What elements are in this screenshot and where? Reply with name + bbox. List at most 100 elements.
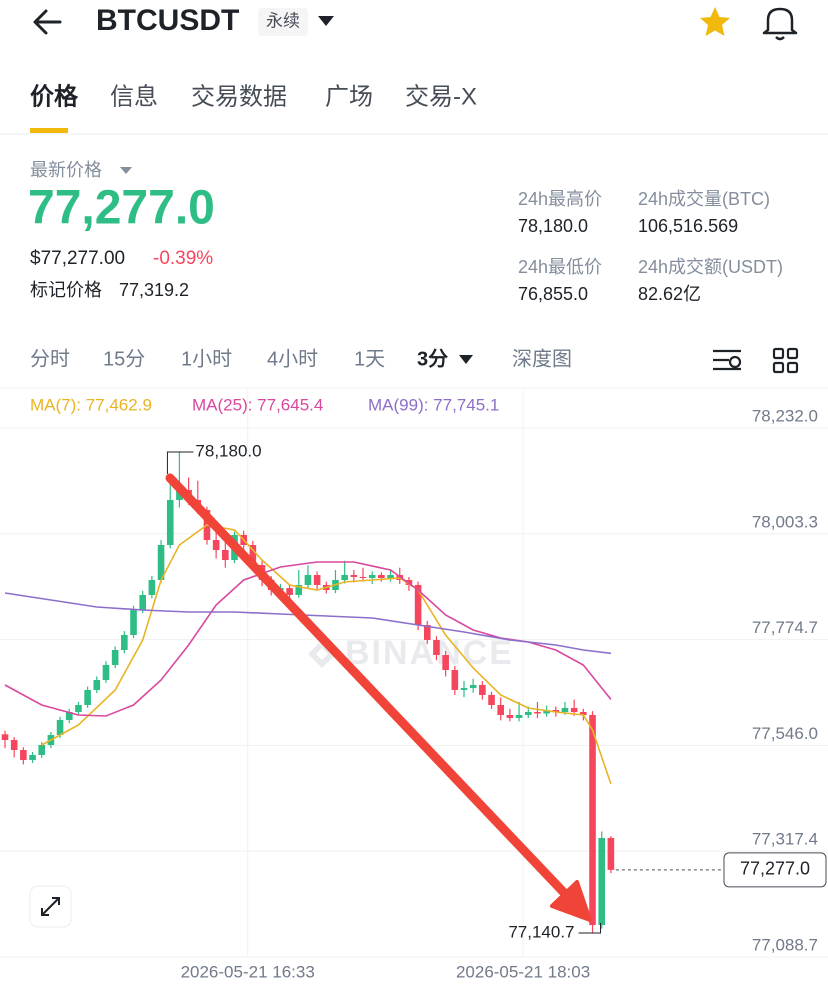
timeframe[interactable]: 4小时 [267,347,318,370]
candle-body [580,711,587,716]
stat-value: 106,516.569 [638,216,738,236]
candle-body [111,649,119,665]
candle-body [515,715,523,718]
candle-body [524,711,532,716]
x-tick-label: 2026-05-21 16:33 [181,962,315,981]
mark-price: 77,319.2 [119,280,189,300]
candle-body [442,654,449,670]
trend-arrow [165,473,592,922]
candle-body [304,574,312,585]
candle-body [65,711,73,721]
back-button[interactable] [33,9,62,35]
bell-icon [762,7,798,35]
ma-line [4,592,611,655]
tab[interactable]: 交易数据 [191,83,287,110]
candle-body [589,715,596,925]
tab[interactable]: 广场 [325,83,373,110]
legend-entry: MA(25): 77,645.4 [192,395,323,414]
favorite-star[interactable] [700,7,730,36]
candle-body [20,749,27,760]
candle-body [130,609,137,636]
stat-value: 76,855.0 [518,284,588,304]
candle-body [378,574,385,578]
timeframe[interactable]: 1小时 [181,347,232,370]
candle-body [295,584,303,595]
timeframe-dropdown[interactable] [459,355,473,364]
candle-body [313,574,321,585]
candle-body [93,679,101,690]
price-dropdown[interactable] [120,167,132,174]
candle-body [552,710,560,712]
candle-body [212,540,220,551]
y-tick-label: 78,003.3 [752,512,818,531]
last-price-tag [723,852,827,888]
layout-cell [772,361,785,374]
back-icon [33,9,62,35]
candle-body [359,576,367,578]
stat-label: 24h成交量(BTC) [638,189,770,209]
badge: 永续 [266,11,300,30]
symbol-title[interactable]: BTCUSDT [96,4,239,37]
timeframe[interactable]: 15分 [103,347,145,370]
candle-body [176,489,183,500]
candle-body [423,625,431,641]
arrow-head [550,880,592,922]
chart-settings[interactable] [713,349,742,371]
symbol-dropdown[interactable] [318,16,334,26]
candle-body [157,545,165,580]
tab[interactable]: 信息 [110,83,158,110]
candle-body [598,837,605,925]
badge-bg [258,8,308,36]
layout-cell [772,347,785,360]
stat-label: 24h成交额(USDT) [638,257,783,277]
tab[interactable]: 交易-X [405,83,477,110]
price-change: -0.39% [153,248,213,269]
candle-body [350,574,358,577]
timeframe[interactable]: 分时 [30,347,70,370]
expand-icon [41,897,60,916]
candle-body [488,694,495,706]
candle-body [10,739,18,750]
min-leader [578,922,602,934]
candle-body [166,499,174,546]
settings-icon [713,349,741,371]
timeframe[interactable]: 1天 [354,348,385,370]
expand-button[interactable] [29,885,72,928]
y-tick-label: 78,232.0 [752,406,818,425]
x-tick-label: 2026-05-21 18:03 [456,962,590,981]
stat-label: 24h最高价 [518,189,602,209]
candle-body [387,574,394,578]
candle-body [506,715,514,718]
candle-body [469,684,477,689]
timeframe[interactable]: 深度图 [512,347,572,370]
layout-toggle[interactable] [772,347,799,374]
candle-body [102,664,110,680]
candle-body [433,640,440,655]
layout-cell [786,361,799,374]
candle-body [543,710,550,714]
mark-price-label: 标记价格 [30,280,102,300]
candlestick-chart: BINANCE 78,232.0 78,003.3 77,774.7 77,546.0 7… [0,390,828,981]
tab[interactable]: 价格 [30,83,79,110]
timeframe-active[interactable]: 3分 [417,347,448,370]
candle-body [222,550,229,560]
max-label: 78,180.0 [195,442,261,461]
stat-value: 78,180.0 [518,216,588,236]
legend-entry: MA(99): 77,745.1 [368,395,499,414]
candle-body [84,689,91,706]
candle-body [607,837,615,870]
candle-body [368,574,376,578]
alert-bell[interactable] [762,7,798,41]
tab-indicator [30,128,68,133]
stat-label: 24h最低价 [518,257,602,277]
candle-body [460,688,468,690]
candle-body [570,707,578,712]
last-price-value: 77,277.0 [740,859,810,879]
stat-value: 82.62亿 [638,284,701,304]
y-tick-label: 77,546.0 [752,724,818,743]
candle-body [479,684,486,695]
candle-body [451,669,459,690]
candle-body [1,734,9,740]
arrow-shaft [165,473,575,904]
